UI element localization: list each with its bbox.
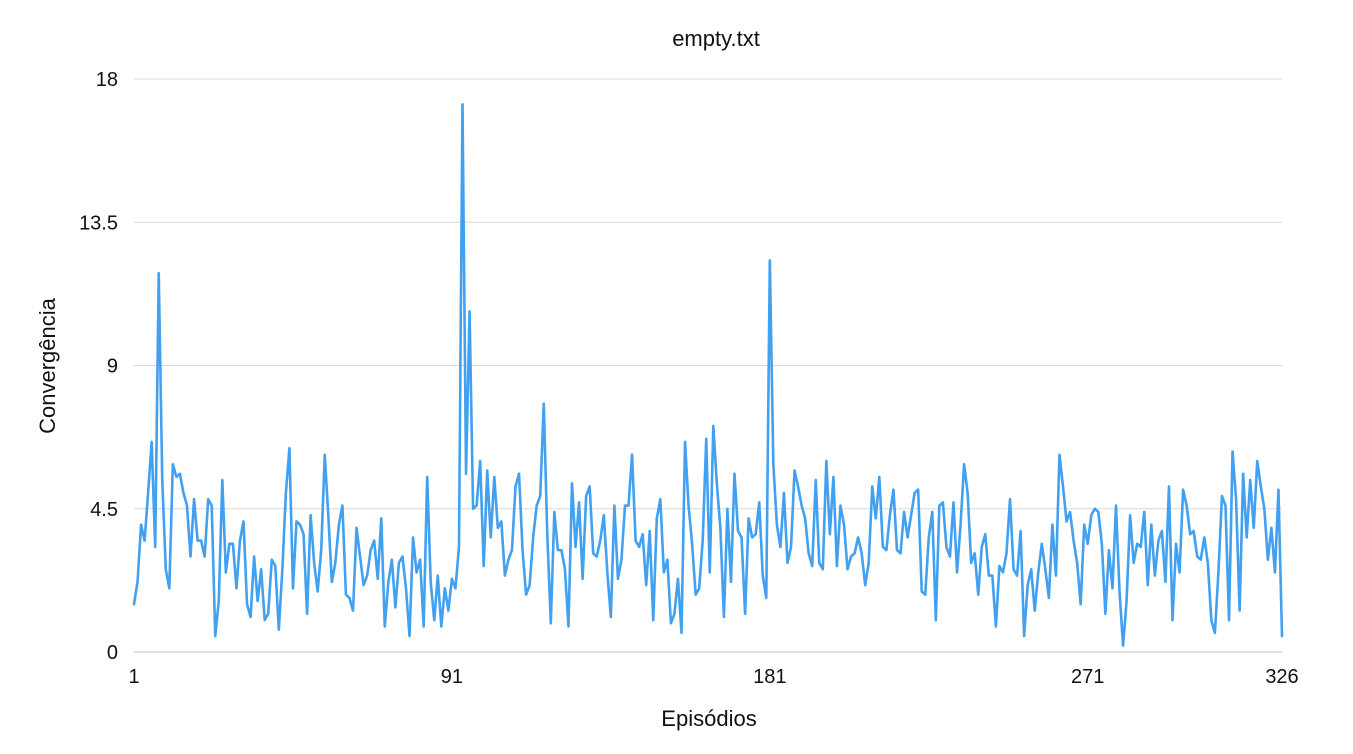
series-layer (132, 103, 1284, 647)
series-line (132, 103, 1284, 647)
y-tick-label: 13.5 (79, 212, 118, 234)
y-tick-label: 0 (107, 642, 118, 664)
x-tick-label: 271 (1071, 666, 1104, 688)
gridlines (134, 78, 1282, 653)
chart-title: empty.txt (672, 26, 760, 51)
x-axis-label: Episódios (661, 706, 756, 731)
y-tick-label: 4.5 (90, 499, 118, 521)
x-tick-label: 181 (753, 666, 786, 688)
x-axis-ticks: 1 91 181 271 326 (128, 666, 1298, 688)
x-tick-label: 326 (1265, 666, 1298, 688)
y-tick-label: 9 (107, 356, 118, 378)
y-axis-label: Convergência (35, 297, 60, 434)
y-axis-ticks: 0 4.5 9 13.5 18 (79, 69, 118, 664)
x-tick-label: 1 (128, 666, 139, 688)
x-tick-label: 91 (441, 666, 463, 688)
y-tick-label: 18 (96, 69, 118, 91)
